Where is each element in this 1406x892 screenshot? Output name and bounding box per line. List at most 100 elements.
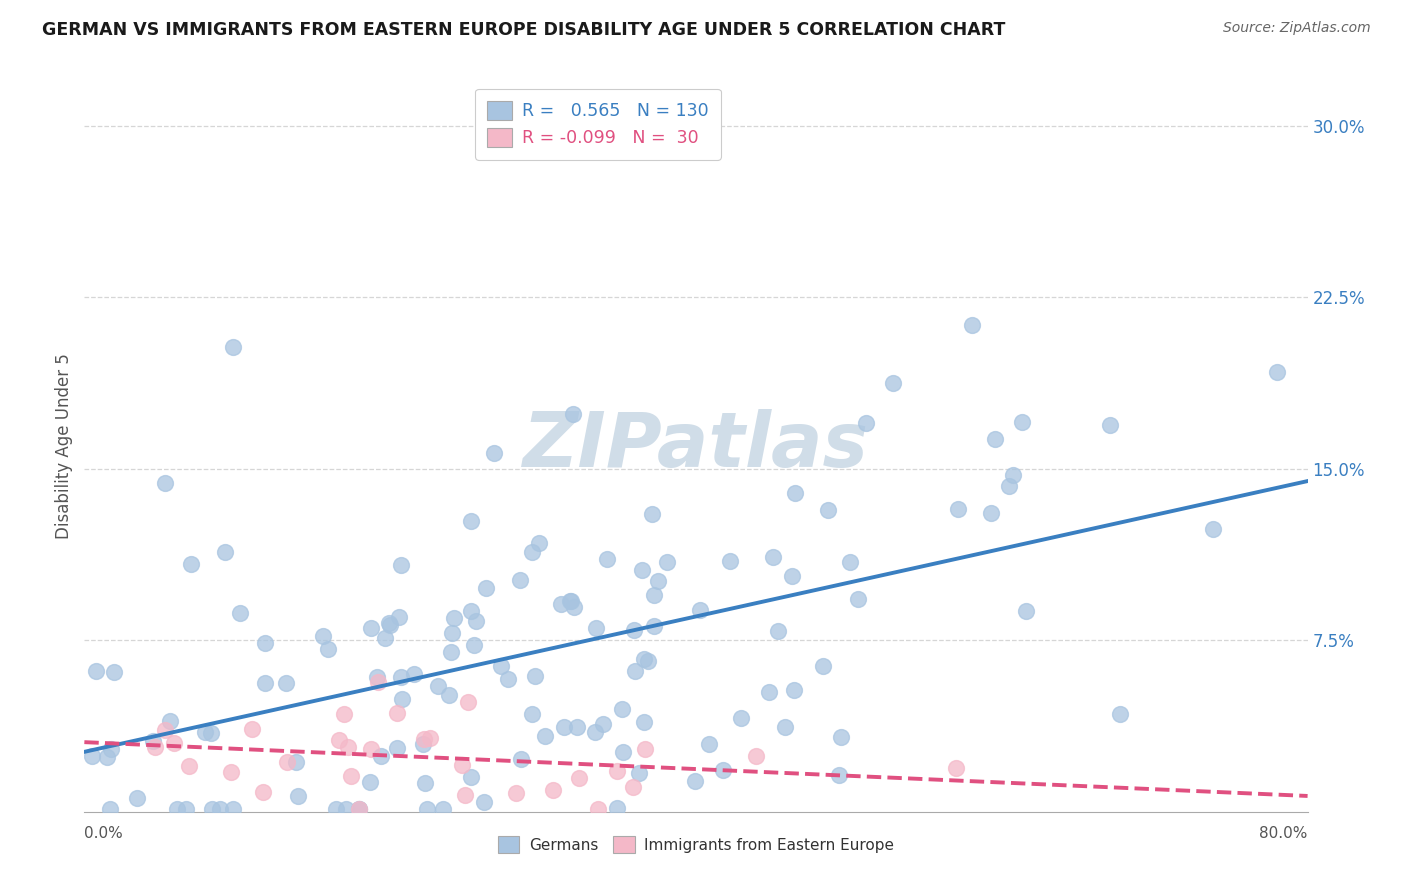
- Point: [522, 706, 544, 721]
- Point: [432, 802, 454, 816]
- Point: [846, 591, 869, 606]
- Point: [984, 433, 1007, 447]
- Point: [730, 711, 752, 725]
- Point: [194, 725, 217, 739]
- Text: 80.0%: 80.0%: [1260, 826, 1308, 841]
- Point: [98, 802, 121, 816]
- Point: [349, 802, 371, 816]
- Point: [359, 775, 381, 789]
- Point: [482, 446, 505, 460]
- Point: [655, 555, 678, 569]
- Point: [783, 683, 806, 698]
- Point: [208, 802, 231, 816]
- Point: [222, 340, 245, 354]
- Point: [80, 749, 103, 764]
- Point: [201, 802, 224, 816]
- Point: [460, 514, 482, 528]
- Point: [155, 723, 177, 737]
- Legend: Germans, Immigrants from Eastern Europe: Germans, Immigrants from Eastern Europe: [492, 830, 900, 859]
- Point: [347, 802, 370, 816]
- Point: [568, 771, 591, 785]
- Point: [561, 407, 583, 421]
- Point: [472, 796, 495, 810]
- Point: [946, 501, 969, 516]
- Point: [460, 604, 482, 618]
- Point: [828, 767, 851, 781]
- Point: [585, 621, 607, 635]
- Point: [276, 675, 298, 690]
- Point: [550, 598, 572, 612]
- Point: [586, 802, 609, 816]
- Point: [366, 670, 388, 684]
- Point: [562, 600, 585, 615]
- Point: [360, 741, 382, 756]
- Point: [440, 644, 463, 658]
- Point: [496, 673, 519, 687]
- Point: [718, 554, 741, 568]
- Point: [762, 549, 785, 564]
- Point: [960, 318, 983, 332]
- Point: [374, 631, 396, 645]
- Point: [180, 558, 202, 572]
- Point: [336, 740, 359, 755]
- Point: [229, 606, 252, 620]
- Point: [413, 776, 436, 790]
- Point: [641, 507, 664, 521]
- Point: [1108, 707, 1130, 722]
- Point: [621, 780, 644, 794]
- Point: [817, 503, 839, 517]
- Text: GERMAN VS IMMIGRANTS FROM EASTERN EUROPE DISABILITY AGE UNDER 5 CORRELATION CHAR: GERMAN VS IMMIGRANTS FROM EASTERN EUROPE…: [42, 21, 1005, 38]
- Point: [412, 732, 434, 747]
- Point: [624, 665, 647, 679]
- Point: [489, 659, 512, 673]
- Point: [945, 761, 967, 775]
- Point: [637, 654, 659, 668]
- Point: [523, 669, 546, 683]
- Point: [689, 603, 711, 617]
- Point: [440, 626, 463, 640]
- Point: [560, 593, 582, 607]
- Point: [1265, 365, 1288, 379]
- Point: [427, 679, 450, 693]
- Point: [533, 729, 555, 743]
- Point: [437, 688, 460, 702]
- Point: [385, 741, 408, 756]
- Point: [998, 478, 1021, 492]
- Point: [505, 786, 527, 800]
- Point: [162, 736, 184, 750]
- Point: [558, 594, 581, 608]
- Point: [745, 748, 768, 763]
- Point: [697, 737, 720, 751]
- Point: [855, 416, 877, 430]
- Point: [766, 624, 789, 639]
- Point: [153, 475, 176, 490]
- Point: [633, 714, 655, 729]
- Point: [100, 742, 122, 756]
- Point: [1015, 604, 1038, 618]
- Point: [287, 789, 309, 804]
- Point: [318, 642, 340, 657]
- Point: [647, 574, 669, 589]
- Point: [758, 685, 780, 699]
- Point: [378, 618, 401, 632]
- Point: [159, 714, 181, 728]
- Point: [284, 755, 307, 769]
- Point: [328, 733, 350, 747]
- Point: [628, 765, 651, 780]
- Point: [830, 731, 852, 745]
- Point: [125, 791, 148, 805]
- Point: [367, 675, 389, 690]
- Point: [606, 764, 628, 778]
- Point: [370, 749, 392, 764]
- Point: [612, 745, 634, 759]
- Point: [510, 752, 533, 766]
- Point: [177, 758, 200, 772]
- Point: [463, 638, 485, 652]
- Point: [404, 667, 426, 681]
- Point: [464, 614, 486, 628]
- Point: [443, 611, 465, 625]
- Point: [389, 558, 412, 573]
- Point: [882, 376, 904, 391]
- Point: [96, 749, 118, 764]
- Point: [596, 552, 619, 566]
